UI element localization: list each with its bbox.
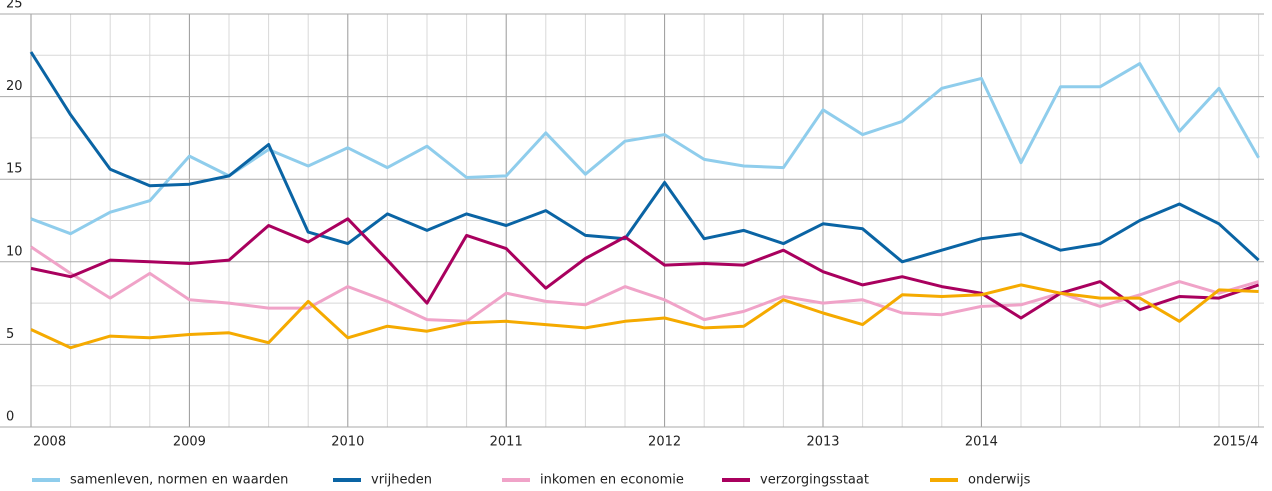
y-tick-label: 5 [6,327,14,342]
y-tick-label: 0 [6,410,14,425]
legend-label: samenleven, normen en waarden [70,473,288,488]
x-tick-label: 2014 [965,435,998,450]
x-tick-label: 2011 [490,435,523,450]
legend-label: inkomen en economie [540,473,684,488]
legend-label: verzorgingsstaat [760,473,869,488]
x-tick-label: 2013 [806,435,839,450]
y-tick-label: 15 [6,162,23,177]
series-line [30,217,1260,320]
x-tick-label: 2008 [33,435,66,450]
series-line [30,283,1259,350]
x-tick-label: 2009 [173,435,206,450]
x-tick-label: 2012 [648,435,681,450]
legend-label: onderwijs [968,473,1031,488]
x-tick-label: 2010 [331,435,364,450]
series-line [30,245,1260,323]
y-tick-label: 25 [6,0,23,12]
y-tick-label: 20 [6,79,23,94]
series-line [29,51,1260,264]
y-tick-label: 10 [6,244,23,259]
legend-label: vrijheden [371,473,432,488]
x-tick-label: 2015/4 [1213,435,1259,450]
